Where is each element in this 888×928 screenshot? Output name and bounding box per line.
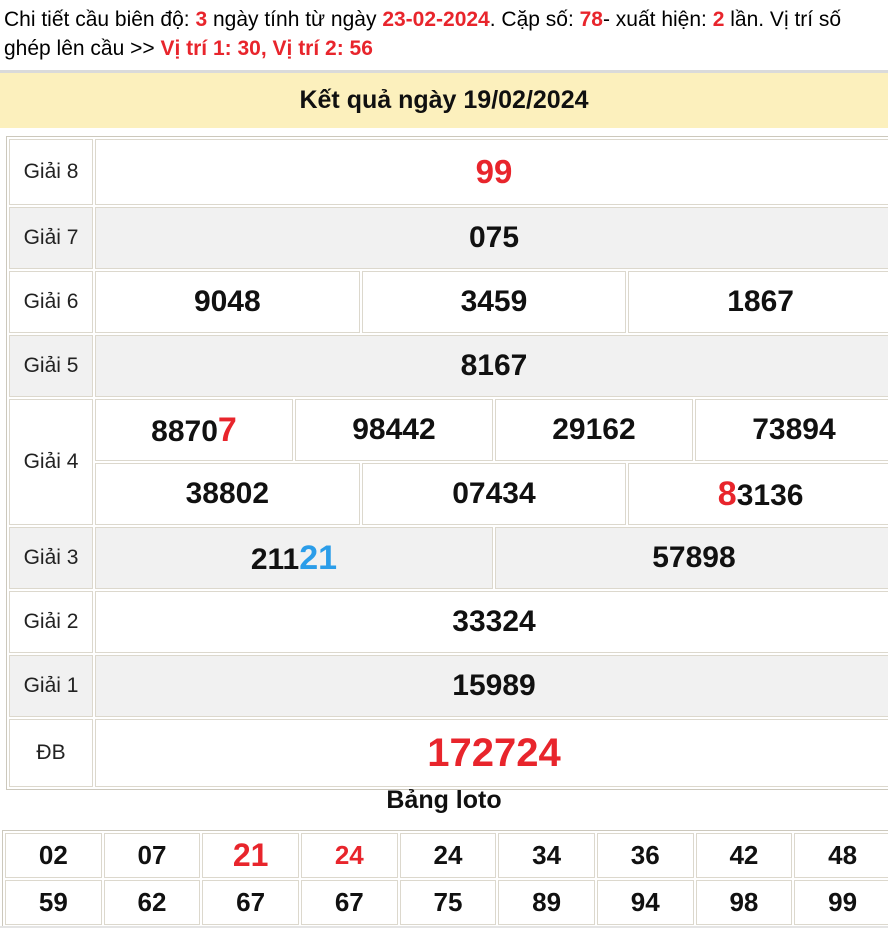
prize-row-giai-5: Giải 5 8167 xyxy=(9,335,888,397)
summary-segment: Chi tiết cầu biên độ: xyxy=(4,8,196,31)
page-divider xyxy=(0,926,888,928)
result-date-banner: Kết quả ngày 19/02/2024 xyxy=(0,70,888,128)
prize-label-giai-1: Giải 1 xyxy=(9,655,93,717)
summary-occurrence-count: 2 xyxy=(712,8,725,31)
prize-label-giai-7: Giải 7 xyxy=(9,207,93,269)
loto-cell: 89 xyxy=(498,880,595,925)
prize-row-giai-4a: Giải 4 88707 98442 29162 73894 xyxy=(9,399,888,525)
highlighted-digit: 8 xyxy=(717,474,737,513)
highlighted-digit: 21 xyxy=(299,538,338,577)
prize-number: 99 xyxy=(475,153,513,190)
cau-summary-text: Chi tiết cầu biên độ: 3 ngày tính từ ngà… xyxy=(4,5,884,63)
prize-value-giai-4-4: 73894 xyxy=(694,399,888,461)
loto-heading: Bảng loto xyxy=(386,786,502,814)
loto-cell: 98 xyxy=(695,880,793,925)
loto-number-highlight: 21 xyxy=(232,837,269,873)
prize-value-giai-8: 99 xyxy=(95,139,888,205)
loto-cell: 36 xyxy=(596,833,694,878)
prize-label-db: ĐB xyxy=(9,719,93,787)
summary-pair-number: 78 xyxy=(579,8,603,31)
prize-label-giai-8: Giải 8 xyxy=(9,139,93,205)
loto-cell: 67 xyxy=(202,880,299,925)
prize-value-giai-6-1: 9048 xyxy=(95,271,360,333)
loto-cell: 75 xyxy=(399,880,497,925)
summary-segment: ngày tính từ ngày xyxy=(207,8,383,31)
loto-cell: 24 xyxy=(399,833,497,878)
results-table: Giải 8 99 Giải 7 075 Giải 6 9048 3459 18… xyxy=(6,136,888,790)
prize-number: 211 xyxy=(250,542,300,576)
prize-value-giai-4-5: 38802 xyxy=(95,463,360,525)
prize-label-giai-5: Giải 5 xyxy=(9,335,93,397)
summary-segment: . Cặp số: xyxy=(489,8,580,31)
prize-value-giai-4-7: 83136 xyxy=(628,463,888,525)
prize-value-giai-7: 075 xyxy=(95,207,888,269)
loto-row-1: 02 07 21 24 24 34 36 42 48 xyxy=(5,833,888,878)
prize-value-giai-5: 8167 xyxy=(95,335,888,397)
loto-cell: 59 xyxy=(5,880,102,925)
loto-table: 02 07 21 24 24 34 36 42 48 59 62 67 67 7… xyxy=(2,830,888,928)
prize-value-giai-6-3: 1867 xyxy=(628,271,888,333)
summary-start-date: 23-02-2024 xyxy=(382,8,490,31)
prize-label-giai-2: Giải 2 xyxy=(9,591,93,653)
prize-value-giai-3-2: 57898 xyxy=(494,527,888,589)
prize-label-giai-3: Giải 3 xyxy=(9,527,93,589)
prize-value-giai-2: 33324 xyxy=(95,591,888,653)
prize-number: 8870 xyxy=(151,414,218,448)
prize-row-giai-2: Giải 2 33324 xyxy=(9,591,888,653)
loto-cell: 02 xyxy=(5,833,102,878)
highlighted-digit: 7 xyxy=(217,410,237,449)
loto-cell-highlight: 21 xyxy=(202,833,299,878)
prize-label-giai-6: Giải 6 xyxy=(9,271,93,333)
prize-number: 172724 xyxy=(427,730,561,775)
prize-value-db: 172724 xyxy=(95,719,888,787)
loto-cell: 62 xyxy=(103,880,201,925)
summary-bridge-days: 3 xyxy=(195,8,208,31)
loto-cell: 48 xyxy=(794,833,888,878)
prize-value-giai-4-3: 29162 xyxy=(494,399,693,461)
prize-row-giai-7: Giải 7 075 xyxy=(9,207,888,269)
loto-cell: 34 xyxy=(498,833,595,878)
prize-row-giai-4b: 38802 07434 83136 xyxy=(9,463,888,525)
prize-row-giai-3: Giải 3 21121 57898 xyxy=(9,527,888,589)
summary-segment: lần. Vị trí số ghép lên cầu >> xyxy=(4,8,842,60)
prize-label-giai-4: Giải 4 xyxy=(9,399,93,525)
loto-cell-highlight: 24 xyxy=(300,833,398,878)
prize-value-giai-4-2: 98442 xyxy=(294,399,493,461)
summary-segment: - xuất hiện: xyxy=(602,8,713,31)
loto-cell: 42 xyxy=(695,833,793,878)
prize-row-giai-1: Giải 1 15989 xyxy=(9,655,888,717)
prize-row-db: ĐB 172724 xyxy=(9,719,888,787)
loto-row-2: 59 62 67 67 75 89 94 98 99 xyxy=(5,880,888,925)
result-date-title: Kết quả ngày 19/02/2024 xyxy=(299,86,589,114)
prize-value-giai-3-1: 21121 xyxy=(95,527,493,589)
prize-value-giai-1: 15989 xyxy=(95,655,888,717)
prize-value-giai-4-1: 88707 xyxy=(95,399,293,461)
loto-number-highlight: 24 xyxy=(334,840,364,870)
prize-row-giai-6: Giải 6 9048 3459 1867 xyxy=(9,271,888,333)
loto-cell: 07 xyxy=(103,833,201,878)
loto-cell: 94 xyxy=(596,880,694,925)
loto-cell: 99 xyxy=(794,880,888,925)
loto-cell: 67 xyxy=(300,880,398,925)
summary-positions: Vị trí 1: 30, Vị trí 2: 56 xyxy=(160,37,373,60)
prize-value-giai-4-6: 07434 xyxy=(361,463,627,525)
prize-row-giai-8: Giải 8 99 xyxy=(9,139,888,205)
prize-number: 3136 xyxy=(736,478,804,512)
prize-value-giai-6-2: 3459 xyxy=(361,271,627,333)
